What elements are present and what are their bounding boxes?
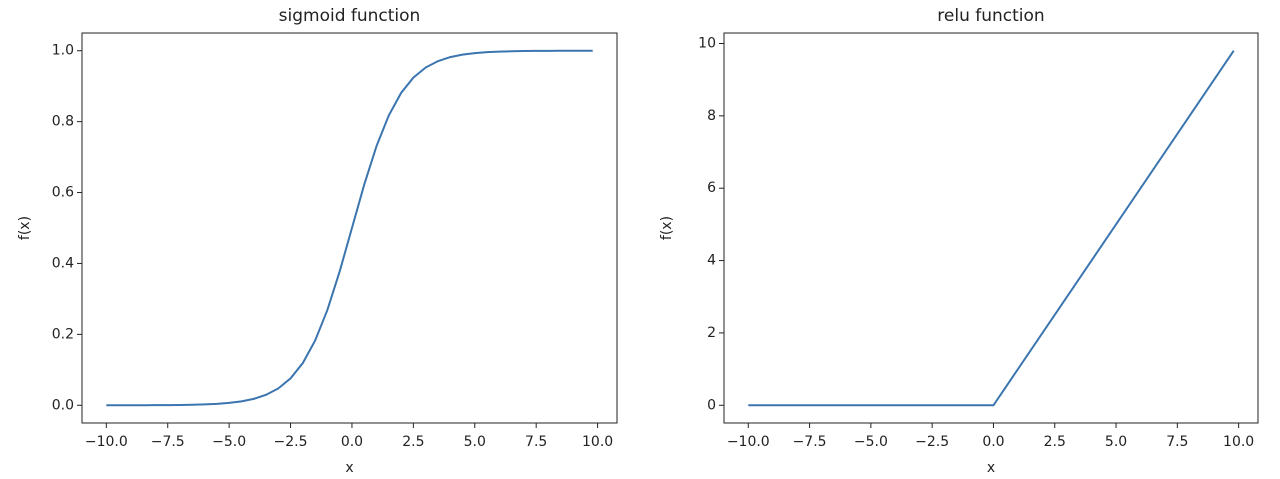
x-tick-label: 5.0 xyxy=(464,434,486,450)
y-tick-label: 2 xyxy=(707,325,716,341)
x-tick-label: −7.5 xyxy=(151,434,185,450)
y-tick-label: 0 xyxy=(707,397,716,413)
y-tick-label: 0.2 xyxy=(52,326,74,342)
y-tick-label: 0.0 xyxy=(52,397,74,413)
x-tick-label: 2.5 xyxy=(402,434,424,450)
x-tick-label: −7.5 xyxy=(793,434,827,450)
x-tick-label: 7.5 xyxy=(1166,434,1188,450)
y-tick-label: 10 xyxy=(698,35,716,51)
x-tick-label: 2.5 xyxy=(1044,434,1066,450)
y-tick-label: 8 xyxy=(707,108,716,124)
y-tick-label: 1.0 xyxy=(52,43,74,59)
x-tick-label: −10.0 xyxy=(727,434,770,450)
y-axis-label: f(x) xyxy=(17,216,33,240)
y-tick-label: 0.8 xyxy=(52,114,74,130)
x-tick-label: −10.0 xyxy=(85,434,128,450)
x-tick-label: 10.0 xyxy=(1223,434,1254,450)
x-tick-label: 0.0 xyxy=(341,434,363,450)
x-tick-label: 5.0 xyxy=(1105,434,1127,450)
x-axis-label: x xyxy=(987,460,995,476)
x-tick-label: −2.5 xyxy=(274,434,308,450)
x-tick-label: 10.0 xyxy=(582,434,613,450)
x-tick-label: 0.0 xyxy=(982,434,1004,450)
y-tick-label: 0.4 xyxy=(52,255,74,271)
line xyxy=(106,49,593,407)
y-tick-label: 4 xyxy=(707,253,716,269)
plot-frame xyxy=(81,32,618,424)
x-tick-label: −5.0 xyxy=(854,434,888,450)
y-tick-label: 0.6 xyxy=(52,185,74,201)
x-tick-label: 7.5 xyxy=(525,434,547,450)
y-tick-label: 6 xyxy=(707,180,716,196)
x-tick-label: −2.5 xyxy=(915,434,949,450)
chart-title: relu function xyxy=(937,6,1044,26)
y-axis-label: f(x) xyxy=(659,216,675,240)
chart-title: sigmoid function xyxy=(279,6,421,26)
plot-frame xyxy=(723,32,1259,424)
line xyxy=(748,50,1235,407)
x-axis-label: x xyxy=(345,460,353,476)
x-tick-label: −5.0 xyxy=(212,434,246,450)
